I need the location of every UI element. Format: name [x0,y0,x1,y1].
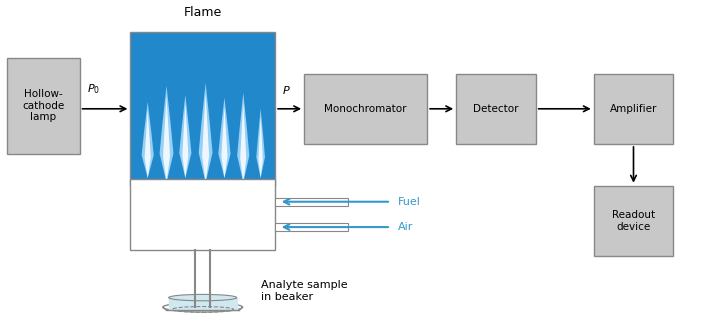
FancyBboxPatch shape [275,223,348,231]
FancyBboxPatch shape [130,32,275,186]
FancyBboxPatch shape [456,74,536,144]
FancyBboxPatch shape [594,74,673,144]
Polygon shape [182,104,188,178]
Text: Analyte sample
in beaker: Analyte sample in beaker [261,280,348,302]
Polygon shape [145,110,151,178]
Polygon shape [198,83,213,182]
FancyBboxPatch shape [594,186,673,256]
Polygon shape [163,97,170,182]
FancyBboxPatch shape [275,198,348,206]
Polygon shape [202,94,209,182]
Text: Fuel: Fuel [398,197,421,207]
Text: Amplifier: Amplifier [610,104,657,114]
Text: Readout
device: Readout device [612,210,655,232]
FancyBboxPatch shape [304,74,427,144]
Polygon shape [258,116,263,178]
Text: $P$: $P$ [282,84,291,96]
FancyBboxPatch shape [7,58,80,154]
Ellipse shape [169,294,237,301]
Polygon shape [237,93,249,182]
Text: Flame: Flame [184,6,222,19]
Polygon shape [256,109,265,178]
Text: Monochromator: Monochromator [324,104,407,114]
Text: Air: Air [398,222,413,232]
Polygon shape [219,98,230,178]
Polygon shape [222,107,227,178]
Text: Detector: Detector [473,104,518,114]
Polygon shape [142,102,153,178]
Polygon shape [240,103,246,182]
FancyBboxPatch shape [130,179,275,250]
Text: Hollow-
cathode
lamp: Hollow- cathode lamp [22,89,64,122]
Polygon shape [180,95,191,178]
Polygon shape [159,86,174,182]
Text: $P_0$: $P_0$ [87,82,100,96]
